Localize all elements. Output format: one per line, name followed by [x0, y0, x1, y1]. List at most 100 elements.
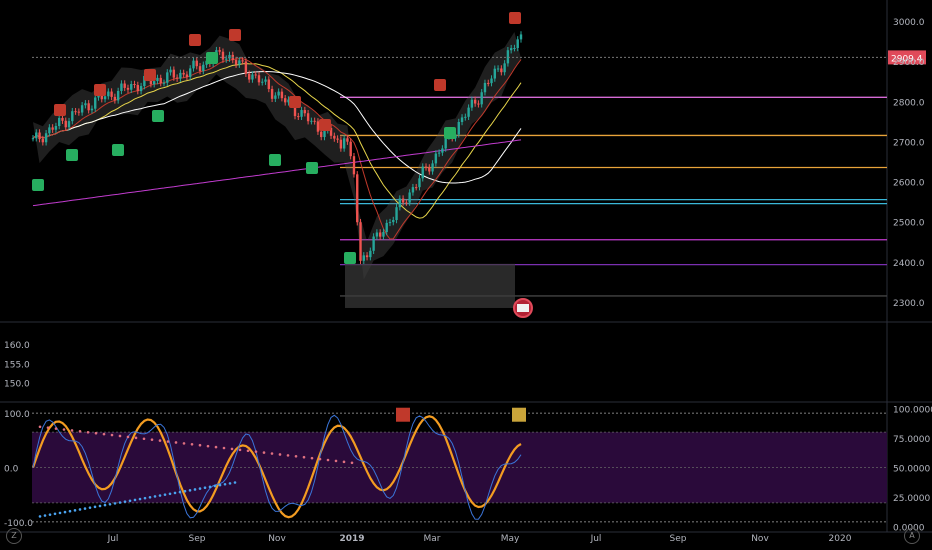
candle-body[interactable] — [428, 167, 431, 172]
candle-body[interactable] — [221, 51, 225, 60]
buy-marker-icon[interactable] — [152, 110, 164, 122]
candle-body[interactable] — [58, 117, 61, 126]
candle-body[interactable] — [113, 96, 117, 101]
candle-body[interactable] — [48, 127, 51, 134]
candle-body[interactable] — [247, 73, 251, 80]
candle-body[interactable] — [38, 132, 41, 140]
candle-body[interactable] — [244, 61, 248, 74]
candle-body[interactable] — [80, 105, 84, 113]
buy-marker-icon[interactable] — [66, 149, 78, 161]
candle-body[interactable] — [405, 202, 408, 204]
candle-body[interactable] — [316, 121, 320, 132]
candle-body[interactable] — [234, 60, 238, 65]
candle-body[interactable] — [35, 132, 38, 139]
candle-body[interactable] — [408, 192, 411, 203]
sell-marker-icon[interactable] — [144, 69, 156, 81]
candle-body[interactable] — [509, 48, 513, 51]
candle-body[interactable] — [352, 156, 356, 175]
candle-body[interactable] — [303, 110, 307, 114]
candle-body[interactable] — [287, 99, 290, 103]
candle-body[interactable] — [277, 91, 280, 96]
candle-body[interactable] — [264, 79, 267, 82]
candle-body[interactable] — [251, 74, 254, 80]
candle-body[interactable] — [71, 111, 74, 122]
candle-body[interactable] — [339, 139, 343, 149]
candle-body[interactable] — [67, 121, 71, 128]
sell-marker-icon[interactable] — [509, 12, 521, 24]
candle-body[interactable] — [126, 87, 130, 90]
candle-body[interactable] — [228, 54, 231, 59]
candle-body[interactable] — [274, 95, 277, 99]
candle-body[interactable] — [310, 120, 313, 122]
candle-body[interactable] — [401, 198, 405, 203]
candle-body[interactable] — [431, 163, 434, 172]
candle-body[interactable] — [123, 83, 126, 88]
auto-scale-button[interactable]: A — [904, 528, 920, 544]
candle-body[interactable] — [437, 152, 441, 154]
candle-body[interactable] — [41, 139, 45, 143]
candle-body[interactable] — [473, 99, 477, 104]
buy-marker-icon[interactable] — [206, 52, 218, 64]
candle-body[interactable] — [64, 120, 67, 128]
candle-body[interactable] — [333, 135, 336, 139]
candle-body[interactable] — [506, 50, 510, 64]
candle-body[interactable] — [51, 127, 54, 130]
candle-body[interactable] — [477, 103, 480, 105]
candle-body[interactable] — [385, 222, 388, 233]
candle-body[interactable] — [225, 58, 228, 60]
candle-body[interactable] — [424, 166, 428, 168]
candle-body[interactable] — [133, 84, 136, 86]
candle-body[interactable] — [267, 79, 271, 89]
candle-body[interactable] — [503, 63, 506, 73]
candle-body[interactable] — [182, 72, 185, 75]
price-pane[interactable]: 2909.4 — [31, 12, 926, 318]
candle-body[interactable] — [218, 50, 221, 52]
candle-body[interactable] — [143, 75, 146, 87]
sell-marker-icon[interactable] — [396, 407, 410, 422]
candle-body[interactable] — [136, 84, 140, 92]
candle-body[interactable] — [198, 66, 202, 72]
candle-body[interactable] — [90, 108, 94, 111]
candle-body[interactable] — [257, 75, 261, 83]
buy-marker-icon[interactable] — [344, 252, 356, 264]
candle-body[interactable] — [382, 232, 385, 237]
candle-body[interactable] — [395, 207, 398, 221]
candle-body[interactable] — [107, 91, 110, 97]
candle-body[interactable] — [77, 111, 81, 113]
candle-body[interactable] — [306, 113, 310, 122]
candle-body[interactable] — [110, 91, 113, 97]
candle-body[interactable] — [152, 81, 156, 85]
candle-body[interactable] — [192, 60, 195, 69]
oscillator-pane[interactable] — [31, 407, 887, 523]
candle-body[interactable] — [444, 136, 447, 149]
candle-body[interactable] — [500, 68, 503, 73]
candle-body[interactable] — [270, 88, 274, 99]
candle-body[interactable] — [61, 117, 64, 121]
candle-body[interactable] — [97, 94, 100, 98]
candle-body[interactable] — [241, 60, 244, 62]
candle-body[interactable] — [179, 72, 182, 79]
candle-body[interactable] — [480, 92, 483, 105]
candle-body[interactable] — [411, 187, 415, 193]
candle-body[interactable] — [297, 116, 300, 118]
candle-body[interactable] — [375, 232, 379, 237]
buy-marker-icon[interactable] — [269, 154, 281, 166]
candle-body[interactable] — [457, 121, 460, 135]
candle-body[interactable] — [342, 138, 346, 149]
candle-body[interactable] — [487, 82, 490, 84]
candle-body[interactable] — [195, 60, 198, 67]
candle-body[interactable] — [300, 110, 303, 117]
candle-body[interactable] — [87, 103, 90, 111]
candle-body[interactable] — [329, 127, 333, 136]
candle-body[interactable] — [130, 84, 133, 90]
candle-body[interactable] — [513, 47, 516, 49]
candle-body[interactable] — [460, 117, 464, 122]
candle-body[interactable] — [346, 138, 349, 142]
candle-body[interactable] — [349, 141, 352, 157]
zoom-toggle-button[interactable]: Z — [6, 528, 22, 544]
candle-body[interactable] — [94, 97, 97, 109]
candle-body[interactable] — [156, 77, 159, 82]
sell-marker-icon[interactable] — [189, 34, 201, 46]
candle-body[interactable] — [162, 82, 166, 84]
